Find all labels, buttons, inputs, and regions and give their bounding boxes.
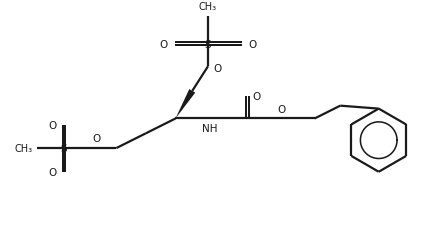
Text: O: O	[49, 167, 57, 177]
Text: NH: NH	[202, 124, 218, 134]
Text: O: O	[92, 133, 101, 143]
Text: O: O	[159, 39, 167, 49]
Text: CH₃: CH₃	[199, 2, 217, 12]
Text: O: O	[248, 39, 257, 49]
Text: CH₃: CH₃	[14, 143, 33, 153]
Text: O: O	[213, 64, 221, 74]
Text: S: S	[61, 143, 67, 153]
Polygon shape	[176, 90, 195, 119]
Text: O: O	[49, 121, 57, 131]
Text: O: O	[277, 104, 285, 114]
Text: O: O	[252, 91, 261, 101]
Text: S: S	[205, 39, 212, 49]
